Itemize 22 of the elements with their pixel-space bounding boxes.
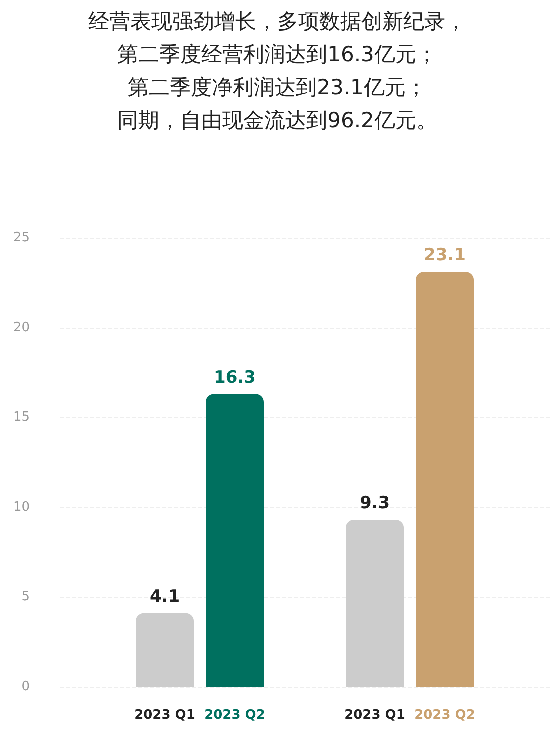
- x-tick-label: 2023 Q2: [414, 708, 476, 723]
- y-tick-label: 10: [13, 500, 30, 515]
- chart-subtitle: 第二季度经营利润达到16.3亿元；: [118, 42, 438, 66]
- chart-title: 经营表现强劲增长，多项数据创新纪录，: [88, 10, 466, 34]
- bar: [416, 272, 474, 687]
- x-tick-label: 2023 Q1: [344, 708, 406, 723]
- x-tick-label: 2023 Q1: [134, 708, 196, 723]
- y-tick-label: 20: [13, 320, 30, 336]
- x-tick-label: 2023 Q2: [204, 708, 266, 723]
- y-tick-label: 0: [22, 680, 30, 694]
- y-tick-label: 15: [13, 410, 30, 426]
- y-tick-label: 5: [22, 590, 30, 605]
- bar: [136, 613, 194, 687]
- data-label: 16.3: [214, 368, 256, 388]
- text: 同期，自由现金流达到96.2亿元。: [118, 108, 438, 132]
- data-label: 9.3: [360, 493, 390, 514]
- data-label: 23.1: [424, 246, 466, 266]
- y-tick-label: 25: [13, 230, 30, 246]
- bar: [206, 394, 264, 687]
- text: 第二季度净利润达到23.1亿元；: [128, 76, 427, 100]
- bar: [346, 520, 404, 687]
- data-label: 4.1: [150, 586, 180, 607]
